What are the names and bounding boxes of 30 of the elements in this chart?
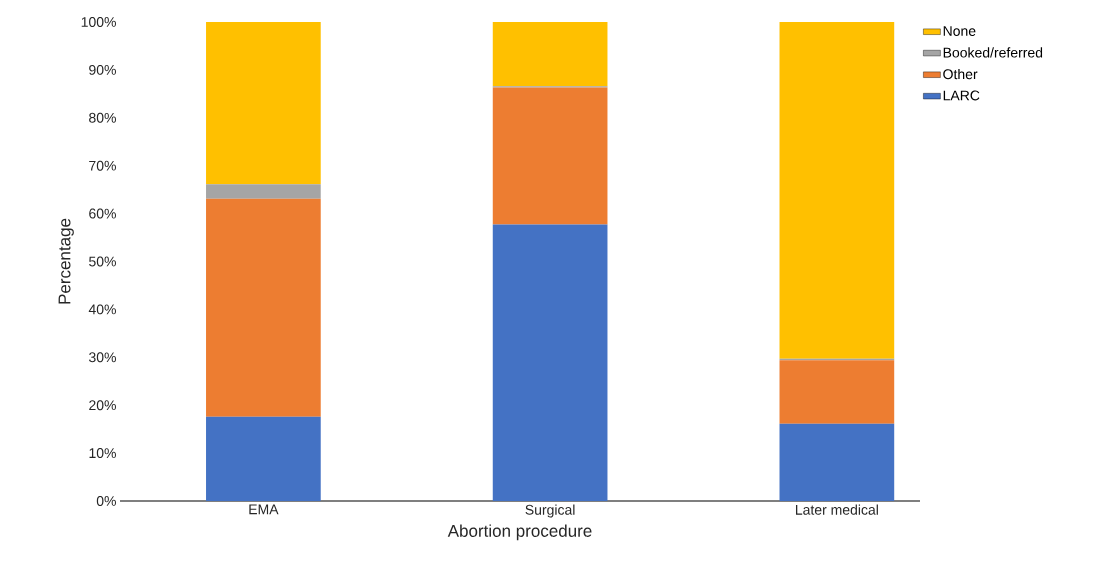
- y-tick-label: 50%: [89, 256, 116, 267]
- bar: [779, 21, 895, 359]
- y-tick-label: 10%: [89, 448, 116, 459]
- legend-label: None: [943, 26, 976, 36]
- y-tick-label: 80%: [89, 112, 116, 123]
- bar: [206, 198, 321, 417]
- x-tick-label: Surgical: [525, 504, 575, 518]
- bar: [779, 360, 895, 424]
- y-tick-label: 40%: [88, 304, 116, 315]
- x-axis-title: Abortion procedure: [447, 524, 592, 541]
- legend-label: LARC: [943, 90, 980, 101]
- bar: [206, 21, 321, 185]
- bar: [779, 423, 895, 501]
- y-tick-label: 30%: [89, 352, 116, 363]
- bar: [492, 21, 608, 87]
- x-tick-label: Later medical: [796, 504, 878, 515]
- y-tick-label: 100%: [81, 17, 116, 27]
- y-tick-label: 20%: [89, 400, 116, 411]
- x-tick-label: EMA: [249, 504, 279, 515]
- bar: [206, 184, 321, 199]
- y-tick-label: 60%: [89, 208, 116, 219]
- y-tick-label: 90%: [89, 64, 116, 75]
- bar: [492, 224, 608, 501]
- y-tick-label: 0%: [96, 496, 116, 506]
- bar: [492, 87, 608, 225]
- y-tick-label: 70%: [89, 160, 116, 171]
- y-axis-title: Percentage: [58, 218, 74, 304]
- legend-label: Booked/referred: [943, 47, 1043, 58]
- legend-label: Other: [943, 68, 978, 80]
- bar: [206, 416, 321, 501]
